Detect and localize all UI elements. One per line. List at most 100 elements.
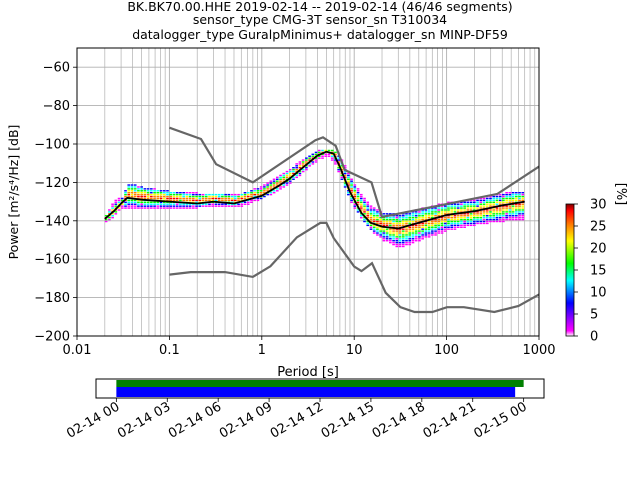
psd-cell [337, 161, 340, 163]
psd-cell [408, 240, 412, 242]
psd-cell [285, 182, 289, 184]
psd-cell [469, 201, 473, 204]
psd-cell [508, 192, 512, 194]
psd-cell [392, 234, 395, 236]
psd-cell [279, 182, 282, 184]
psd-cell [434, 226, 437, 228]
psd-cell [240, 201, 244, 204]
psd-cell [427, 209, 431, 211]
psd-cell [521, 197, 525, 200]
psd-cell [253, 188, 257, 190]
psd-cell [366, 220, 370, 223]
psd-cell [372, 226, 376, 228]
psd-cell [456, 224, 460, 227]
psd-cell [411, 213, 415, 215]
psd-cell [460, 218, 463, 221]
psd-cell [492, 218, 496, 221]
time-tick-label: 02-14 09 [217, 399, 275, 441]
psd-cell [414, 234, 418, 236]
psd-cell [153, 201, 156, 204]
psd-cell [292, 170, 295, 173]
psd-cell [424, 226, 428, 228]
psd-cell [288, 174, 292, 177]
psd-cell [453, 209, 457, 211]
psd-cell [153, 193, 156, 196]
psd-cell [437, 218, 441, 221]
psd-cell [482, 201, 486, 204]
colorbar-label: [%] [613, 183, 628, 206]
psd-cell [188, 197, 192, 200]
psd-cell [201, 197, 205, 200]
psd-cell [240, 195, 244, 198]
psd-cell [495, 207, 499, 209]
psd-cell [514, 218, 518, 221]
psd-cell [508, 215, 512, 217]
psd-cell [263, 188, 266, 190]
psd-cell [288, 172, 292, 175]
psd-cell [414, 226, 418, 228]
psd-cell [356, 201, 360, 204]
psd-cell [369, 205, 373, 207]
psd-cell [133, 188, 137, 190]
psd-cell [427, 226, 431, 228]
psd-cell [140, 203, 143, 205]
psd-cell [450, 207, 454, 209]
psd-cell [204, 193, 208, 196]
psd-cell [350, 180, 353, 182]
psd-cell [246, 195, 250, 198]
psd-cell [505, 205, 508, 207]
psd-cell [179, 195, 182, 198]
data-availability-bars [116, 380, 524, 397]
psd-cell [237, 205, 240, 207]
psd-cell [111, 207, 114, 209]
psd-cell [246, 197, 250, 200]
psd-cell [314, 157, 318, 159]
psd-cell [518, 207, 521, 209]
psd-cell [343, 186, 347, 188]
psd-cell [453, 218, 457, 221]
psd-cell [133, 195, 137, 198]
psd-cell [401, 215, 405, 217]
psd-cell [476, 218, 479, 221]
psd-cell [405, 232, 408, 234]
psd-cell [398, 216, 402, 219]
psd-cell [392, 220, 395, 223]
psd-cell [137, 203, 140, 205]
psd-cell [492, 203, 496, 205]
psd-cell [359, 216, 363, 219]
psd-cell [473, 224, 476, 227]
psd-cell [127, 203, 131, 205]
psd-cell [195, 205, 198, 207]
psd-cell [476, 216, 479, 219]
psd-cell [389, 236, 392, 238]
psd-cell [350, 192, 353, 194]
psd-cell [185, 192, 189, 194]
psd-cell [418, 240, 421, 242]
psd-cell [195, 199, 198, 202]
psd-cell [334, 163, 337, 165]
psd-cell [224, 199, 227, 202]
psd-cell [127, 190, 131, 192]
psd-cell [282, 186, 286, 188]
psd-cell [327, 149, 331, 152]
psd-cell [447, 213, 450, 215]
psd-cell [418, 220, 421, 223]
psd-cell [133, 190, 137, 192]
psd-cell [166, 203, 169, 205]
psd-cell [172, 195, 176, 198]
psd-cell [140, 186, 143, 188]
psd-cell [185, 195, 189, 198]
psd-cell [450, 211, 454, 213]
psd-cell [172, 197, 176, 200]
psd-cell [369, 213, 373, 215]
psd-cell [353, 207, 357, 209]
psd-cell [108, 216, 111, 219]
psd-cell [414, 211, 418, 213]
psd-cell [114, 199, 118, 202]
psd-cell [172, 203, 176, 205]
psd-cell [317, 151, 321, 154]
psd-cell [382, 228, 386, 230]
psd-cell [392, 243, 395, 246]
psd-cell [221, 197, 224, 200]
psd-cell [369, 220, 373, 223]
